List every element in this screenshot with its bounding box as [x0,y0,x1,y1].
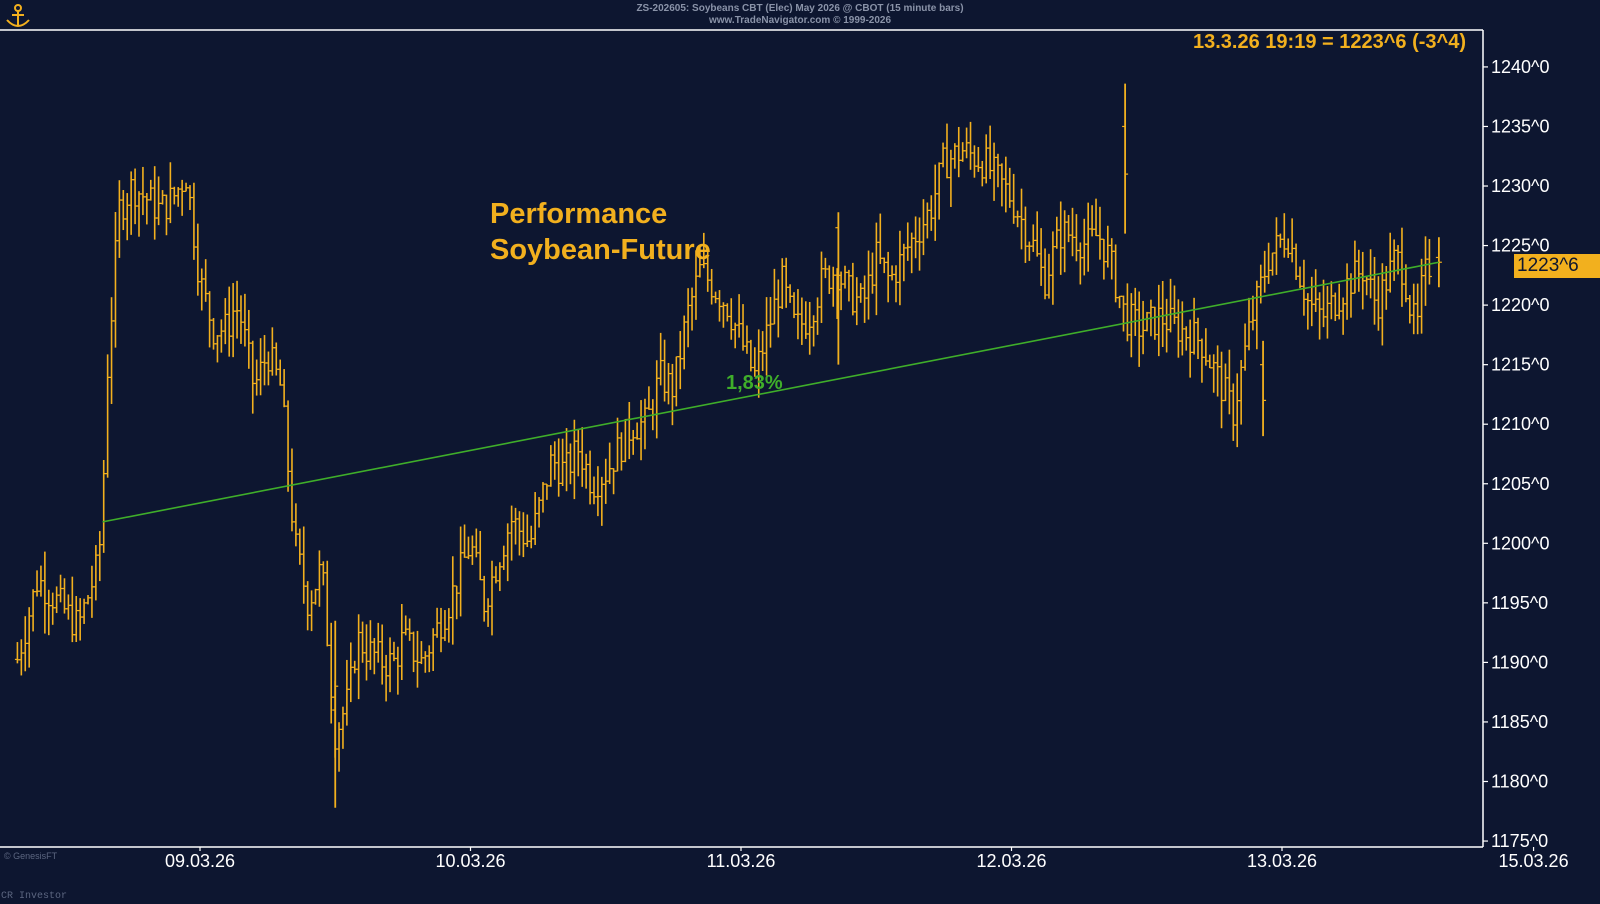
performance-trendline[interactable] [102,261,1440,523]
ohlc-bar-key [332,620,339,808]
y-tick-label: 1215^0 [1491,355,1550,375]
x-tick-label: 10.03.26 [435,851,505,871]
y-tick-label: 1205^0 [1491,474,1550,494]
last-price-marker: 1223^6 [1514,254,1600,278]
x-tick-label: 12.03.26 [976,851,1046,871]
trendline-group [102,261,1440,523]
ohlc-bar-key [1260,340,1267,437]
y-tick-label: 1200^0 [1491,533,1550,553]
y-tick-label: 1180^0 [1491,771,1548,791]
axes: 1240^0 1235^0 1230^0 1225^0 1220^0 1215^0 1210… [0,29,1569,871]
ohlc-bar [1426,239,1432,285]
cursor-readout: 13.3.26 19:19 = 1223^6 (-3^4) [1193,31,1466,53]
x-tick-label: 15.03.26 [1499,851,1569,871]
ohlc-bar-key [835,212,842,365]
x-tick-label: 13.03.26 [1247,851,1317,871]
ohlc-bar-key [1122,83,1129,234]
anchor-logo-icon[interactable] [4,2,32,30]
annotation-title: Performance Soybean-Future [490,196,711,268]
y-tick-label: 1190^0 [1491,652,1548,672]
ohlc-bars [14,83,1442,808]
y-tick-label: 1210^0 [1491,414,1550,434]
copyright-text: © GenesisFT [4,851,58,861]
chart-header-source: www.TradeNavigator.com © 1999-2026 [708,15,892,26]
x-tick-label: 09.03.26 [165,851,235,871]
y-tick-label: 1240^0 [1491,57,1550,77]
performance-label: 1,83% [726,372,783,394]
y-tick-label: 1230^0 [1491,176,1550,196]
y-tick-label: 1220^0 [1491,295,1550,315]
y-tick-label: 1175^0 [1491,831,1548,851]
y-tick-label: 1195^0 [1491,593,1548,613]
y-tick-label: 1235^0 [1491,116,1550,136]
annotation-title-line2: Soybean-Future [490,234,711,266]
y-tick-label: 1185^0 [1491,712,1548,732]
chart-header-title: ZS-202605: Soybeans CBT (Elec) May 2026 … [636,3,964,14]
x-tick-label: 11.03.26 [707,851,776,871]
watermark-text: CR Investor [1,891,68,902]
y-tick-label: 1225^0 [1491,236,1550,256]
annotation-title-line1: Performance [490,198,668,230]
